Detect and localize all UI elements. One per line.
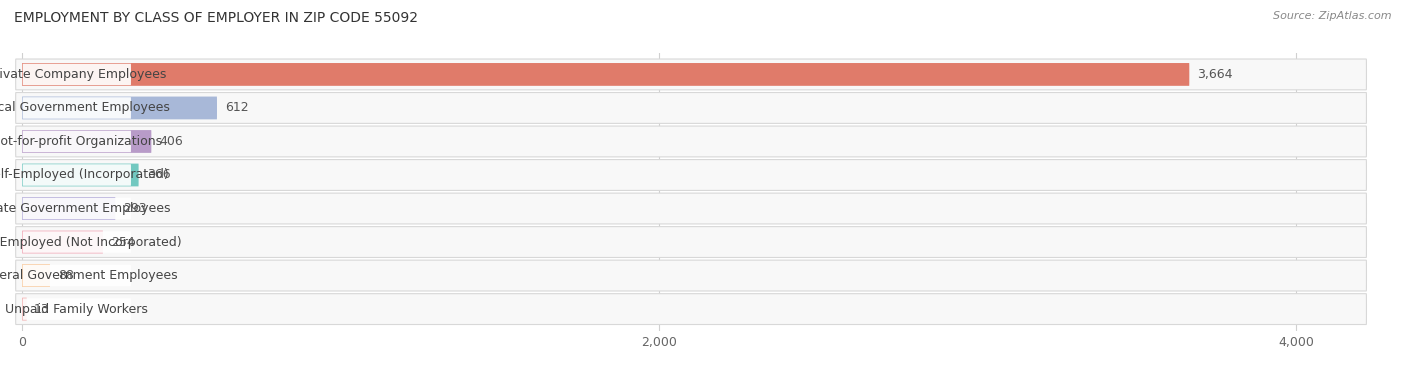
FancyBboxPatch shape bbox=[22, 197, 115, 220]
FancyBboxPatch shape bbox=[22, 298, 27, 320]
Text: Unpaid Family Workers: Unpaid Family Workers bbox=[6, 303, 148, 315]
Text: Source: ZipAtlas.com: Source: ZipAtlas.com bbox=[1274, 11, 1392, 21]
Text: 13: 13 bbox=[34, 303, 49, 315]
FancyBboxPatch shape bbox=[22, 63, 1189, 86]
FancyBboxPatch shape bbox=[22, 231, 131, 253]
Text: Self-Employed (Incorporated): Self-Employed (Incorporated) bbox=[0, 168, 169, 182]
Text: 88: 88 bbox=[58, 269, 75, 282]
FancyBboxPatch shape bbox=[22, 230, 103, 253]
FancyBboxPatch shape bbox=[22, 164, 139, 186]
Text: State Government Employees: State Government Employees bbox=[0, 202, 170, 215]
Text: Federal Government Employees: Federal Government Employees bbox=[0, 269, 177, 282]
Text: Local Government Employees: Local Government Employees bbox=[0, 102, 170, 114]
FancyBboxPatch shape bbox=[22, 299, 131, 320]
Text: 366: 366 bbox=[146, 168, 170, 182]
Text: Private Company Employees: Private Company Employees bbox=[0, 68, 166, 81]
FancyBboxPatch shape bbox=[22, 97, 217, 119]
FancyBboxPatch shape bbox=[22, 64, 131, 85]
Text: 3,664: 3,664 bbox=[1198, 68, 1233, 81]
Text: 612: 612 bbox=[225, 102, 249, 114]
Text: Self-Employed (Not Incorporated): Self-Employed (Not Incorporated) bbox=[0, 235, 181, 249]
FancyBboxPatch shape bbox=[22, 265, 131, 286]
Text: Not-for-profit Organizations: Not-for-profit Organizations bbox=[0, 135, 162, 148]
FancyBboxPatch shape bbox=[15, 260, 1367, 291]
FancyBboxPatch shape bbox=[15, 294, 1367, 324]
FancyBboxPatch shape bbox=[15, 159, 1367, 190]
FancyBboxPatch shape bbox=[15, 227, 1367, 258]
FancyBboxPatch shape bbox=[22, 130, 152, 153]
FancyBboxPatch shape bbox=[22, 131, 131, 152]
FancyBboxPatch shape bbox=[15, 193, 1367, 224]
FancyBboxPatch shape bbox=[22, 97, 131, 119]
Text: 254: 254 bbox=[111, 235, 135, 249]
FancyBboxPatch shape bbox=[15, 59, 1367, 90]
FancyBboxPatch shape bbox=[22, 264, 51, 287]
Text: EMPLOYMENT BY CLASS OF EMPLOYER IN ZIP CODE 55092: EMPLOYMENT BY CLASS OF EMPLOYER IN ZIP C… bbox=[14, 11, 418, 25]
FancyBboxPatch shape bbox=[15, 126, 1367, 157]
Text: 406: 406 bbox=[159, 135, 183, 148]
Text: 293: 293 bbox=[124, 202, 148, 215]
FancyBboxPatch shape bbox=[15, 92, 1367, 123]
FancyBboxPatch shape bbox=[22, 198, 131, 219]
FancyBboxPatch shape bbox=[22, 164, 131, 186]
